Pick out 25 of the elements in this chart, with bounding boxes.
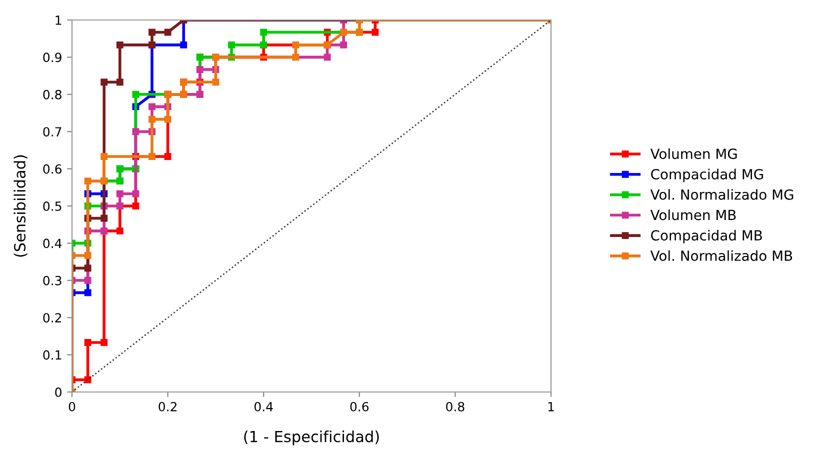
legend-label: Vol. Normalizado MG: [650, 189, 794, 200]
legend-label: Volumen MG: [650, 148, 737, 160]
y-tick-label: 0.7: [43, 127, 62, 137]
y-tick-label: 0.3: [43, 276, 62, 286]
x-tick-label: 1: [548, 402, 554, 412]
legend-label: Volumen MB: [650, 209, 736, 220]
legend-label: Compacidad MG: [651, 168, 763, 182]
x-tick-label: 0.2: [158, 402, 176, 412]
y-tick-label: 0.2: [43, 313, 62, 323]
x-tick-label: 0.8: [446, 402, 464, 412]
y-tick-label: 0.8: [43, 90, 62, 100]
y-tick-label: 0.5: [43, 201, 62, 211]
x-axis-title: (1 - Especificidad): [244, 430, 379, 446]
y-tick-label: 0.6: [43, 164, 62, 174]
x-tick-label: 0.4: [254, 402, 273, 412]
x-tick-label: 0.6: [350, 402, 369, 412]
x-tick-label: 0: [68, 402, 76, 412]
y-axis-title: (Sensibilidad): [14, 155, 28, 257]
legend-label: Vol. Normalizado MB: [650, 250, 792, 261]
y-tick-label: 1: [56, 16, 62, 25]
y-tick-label: 0.4: [43, 238, 62, 248]
y-tick-label: 0: [55, 387, 62, 397]
y-tick-label: 0.1: [43, 350, 62, 360]
y-tick-label: 0.9: [43, 52, 62, 62]
legend-label: Compacidad MB: [651, 230, 762, 244]
